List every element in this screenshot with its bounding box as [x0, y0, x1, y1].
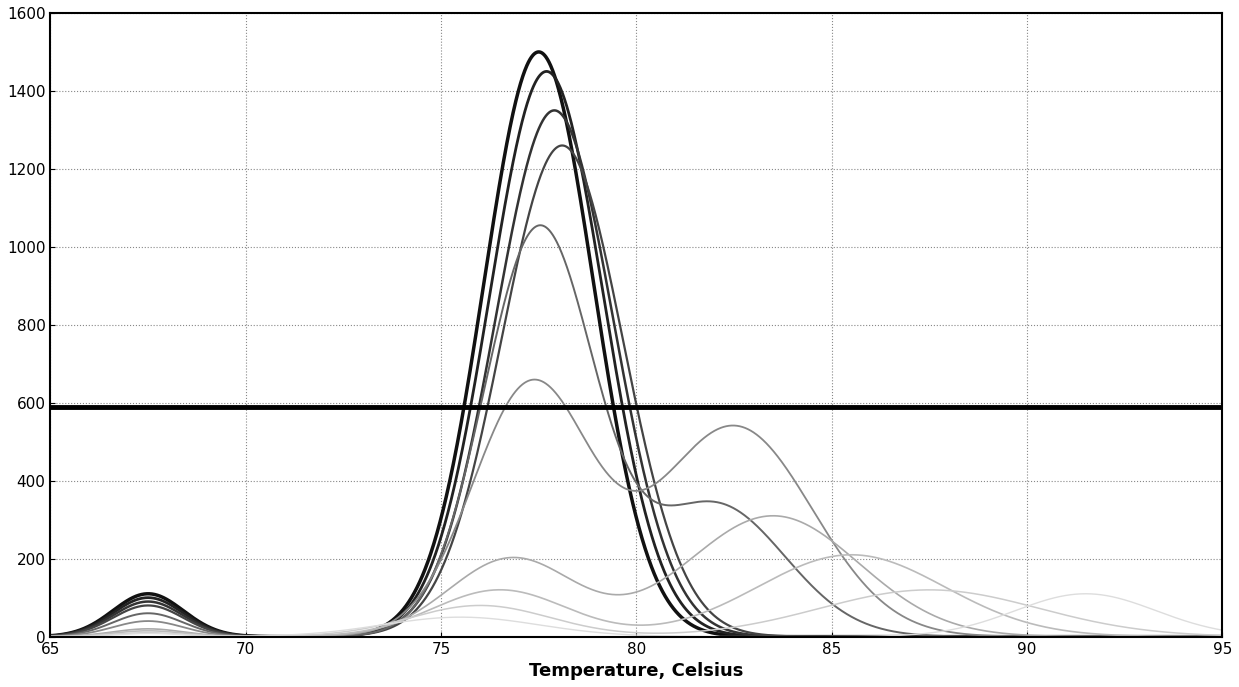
X-axis label: Temperature, Celsius: Temperature, Celsius	[529, 662, 743, 680]
